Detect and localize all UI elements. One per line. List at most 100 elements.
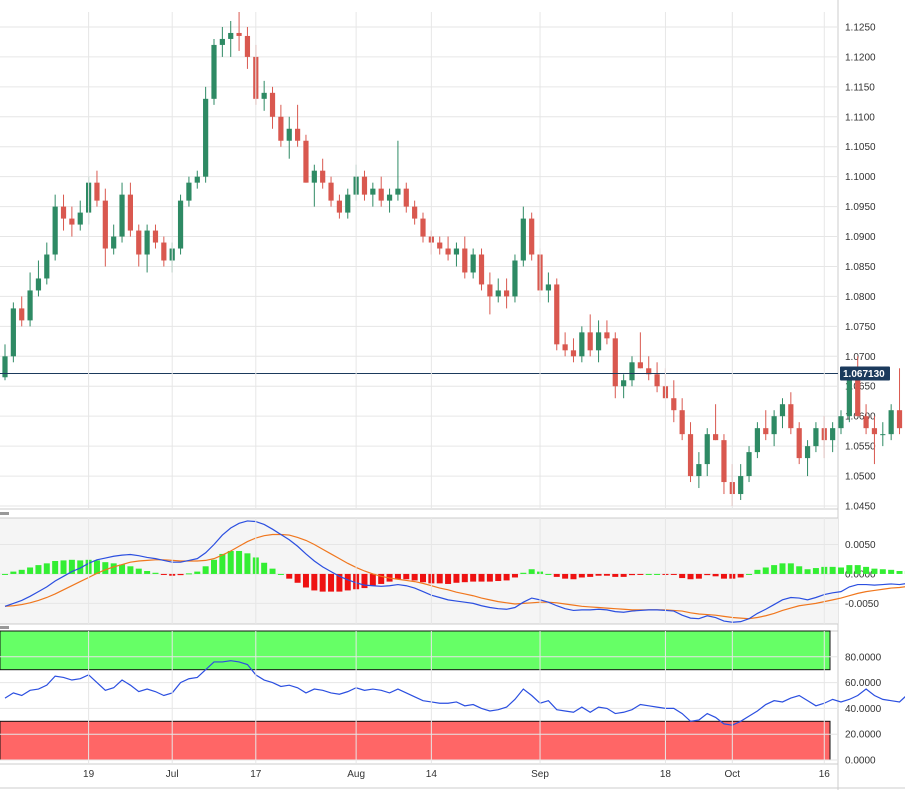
macd-histogram-bar: [897, 571, 903, 574]
macd-histogram-bar: [479, 574, 485, 582]
candle-body: [471, 255, 476, 273]
candle: [61, 195, 66, 231]
macd-histogram-bar: [345, 574, 351, 590]
candle: [228, 21, 233, 57]
candle: [404, 183, 409, 213]
candle-body: [312, 171, 317, 183]
candle: [797, 422, 802, 464]
price-y-tick-label: 1.1250: [845, 22, 876, 33]
candle-body: [889, 410, 894, 434]
candle-body: [772, 416, 777, 434]
candle-body: [588, 332, 593, 350]
candle: [788, 392, 793, 434]
macd-histogram-bar: [361, 574, 367, 588]
candle: [211, 39, 216, 105]
candle: [496, 278, 501, 302]
candle: [563, 332, 568, 356]
x-tick-label: 19: [83, 769, 95, 780]
candle: [437, 237, 442, 255]
macd-panel-bg: [0, 518, 838, 624]
candle: [855, 356, 860, 416]
macd-histogram-bar: [161, 574, 167, 575]
candle-body: [529, 219, 534, 255]
candle: [136, 225, 141, 267]
candle-body: [554, 284, 559, 344]
macd-histogram-bar: [713, 574, 719, 576]
macd-histogram-bar: [244, 553, 250, 574]
candle-body: [579, 332, 584, 356]
candle-body: [387, 195, 392, 201]
macd-histogram-bar: [554, 574, 560, 577]
macd-histogram-bar: [19, 570, 25, 574]
candle-body: [220, 39, 225, 45]
candle-body: [788, 404, 793, 428]
candle: [738, 464, 743, 500]
candle: [487, 272, 492, 314]
candle: [303, 135, 308, 183]
candle-body: [797, 428, 802, 458]
candle-body: [379, 189, 384, 201]
candle-body: [370, 189, 375, 195]
candle: [379, 177, 384, 207]
rsi-y-tick-label: 0.0000: [845, 756, 876, 767]
macd-histogram-bar: [520, 573, 526, 574]
candle-body: [236, 33, 241, 36]
candle-body: [604, 332, 609, 338]
candle-body: [11, 308, 16, 356]
candle: [721, 434, 726, 494]
macd-histogram-bar: [562, 574, 568, 579]
macd-histogram-bar: [704, 574, 710, 575]
macd-histogram-bar: [320, 574, 326, 592]
candle: [420, 213, 425, 243]
candle-body: [880, 434, 885, 435]
candle: [696, 452, 701, 488]
candle: [186, 177, 191, 207]
macd-histogram-bar: [61, 560, 67, 574]
candle-body: [872, 428, 877, 434]
candle: [337, 195, 342, 219]
macd-histogram-bar: [637, 574, 643, 575]
rsi-oversold-band: [0, 721, 830, 760]
candle: [638, 332, 643, 368]
macd-histogram-bar: [855, 565, 861, 574]
candle-body: [830, 428, 835, 440]
candle-body: [897, 410, 902, 428]
candle-body: [863, 416, 868, 428]
macd-histogram-bar: [579, 574, 585, 578]
candle: [153, 225, 158, 249]
price-y-tick-label: 1.0450: [845, 502, 876, 513]
macd-histogram-bar: [629, 574, 635, 575]
candle: [454, 243, 459, 267]
candle: [604, 320, 609, 344]
candle: [103, 189, 108, 267]
macd-histogram-bar: [654, 574, 660, 575]
x-tick-label: 18: [660, 769, 672, 780]
macd-histogram-bar: [846, 565, 852, 574]
candle: [94, 171, 99, 207]
macd-histogram-bar: [495, 574, 501, 581]
candle: [370, 183, 375, 207]
macd-histogram-bar: [830, 567, 836, 574]
last-price-badge: 1.067130: [840, 366, 890, 380]
candle: [2, 344, 7, 380]
candle-body: [420, 219, 425, 237]
candle-body: [2, 356, 7, 377]
x-tick-label: Sep: [531, 769, 549, 780]
candle-body: [44, 255, 49, 279]
rsi-y-tick-label: 20.0000: [845, 730, 882, 741]
macd-histogram-bar: [646, 574, 652, 575]
macd-histogram-bar: [813, 568, 819, 574]
candle: [772, 410, 777, 446]
candle-body: [295, 129, 300, 141]
x-tick-label: 17: [250, 769, 262, 780]
candle: [629, 356, 634, 386]
candle: [11, 302, 16, 362]
candle: [111, 225, 116, 255]
candle: [262, 81, 267, 111]
candle: [654, 362, 659, 392]
candle-body: [680, 410, 685, 434]
candle: [646, 356, 651, 380]
macd-histogram-bar: [587, 574, 593, 577]
